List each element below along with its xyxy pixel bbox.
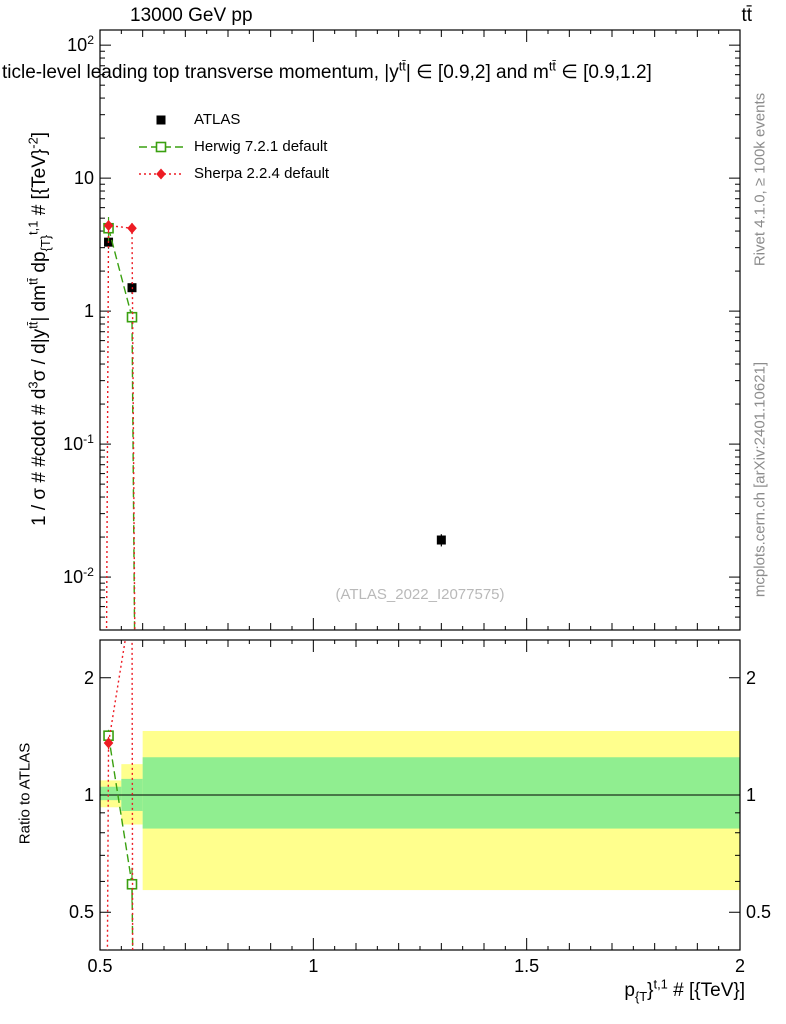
ratio-y-tick-label-right: 1: [746, 785, 757, 805]
legend-item: ATLAS: [138, 106, 329, 133]
x-tick-label: 0.5: [87, 956, 113, 976]
legend-label: Herwig 7.2.1 default: [194, 138, 328, 155]
ratio-y-tick-label-right: 0.5: [746, 902, 772, 923]
square-legend-icon: [156, 115, 166, 124]
ratio-y-tick-label-left: 0.5: [68, 902, 94, 923]
ratio-y-axis-label: Ratio to ATLAS: [16, 742, 34, 845]
legend-label: ATLAS: [194, 111, 241, 128]
main-y-tick-label: 1: [83, 301, 94, 322]
main-y-tick-label: 102: [67, 33, 94, 56]
legend-label: Sherpa 2.2.4 default: [194, 165, 330, 182]
x-tick-label: 1.5: [514, 956, 540, 976]
marker-diamond-filled: [103, 737, 114, 749]
legend-item: Sherpa 2.2.4 default: [138, 160, 329, 187]
beam-energy-label: 13000 GeV pp: [130, 5, 253, 26]
plot-title: ticle-level leading top transverse momen…: [2, 58, 652, 83]
main-y-axis-label: 1 / σ # #cdot # d3σ / d|ytt̄| dmtt̄ dp{T…: [25, 131, 53, 527]
x-axis-label: p{T}t,1 # [{TeV}]: [624, 976, 745, 1004]
marker-square-open: [155, 141, 167, 152]
legend: ATLAS Herwig 7.2.1 default Sherpa 2.2.4 de…: [138, 106, 329, 187]
ratio-y-tick-label-right: 2: [746, 667, 757, 688]
marker-square-filled: [156, 115, 166, 124]
diamond-legend-icon: [139, 168, 183, 179]
marker-diamond-filled: [103, 220, 114, 232]
ratio-y-tick-label-left: 2: [83, 667, 94, 688]
x-tick-label: 2: [734, 956, 745, 976]
process-label: tt̄: [741, 5, 752, 26]
legend-item: Herwig 7.2.1 default: [138, 133, 329, 160]
main-y-tick-label: 10-1: [63, 432, 94, 455]
marker-diamond-filled: [156, 168, 166, 179]
main-y-tick-label: 10-2: [63, 565, 94, 588]
marker-square-filled: [436, 535, 446, 545]
main-y-tick-label: 10: [73, 168, 94, 189]
square-legend-icon: [139, 141, 183, 152]
ratio-y-tick-label-left: 1: [83, 785, 94, 805]
mcplots-reference-note: mcplots.cern.ch [arXiv:2401.10621]: [751, 361, 769, 598]
x-tick-label: 1: [308, 956, 319, 976]
marker-diamond-filled: [127, 222, 137, 234]
rivet-version-note: Rivet 4.1.0, ≥ 100k events: [751, 92, 769, 267]
analysis-watermark: (ATLAS_2022_I2077575): [335, 586, 505, 603]
